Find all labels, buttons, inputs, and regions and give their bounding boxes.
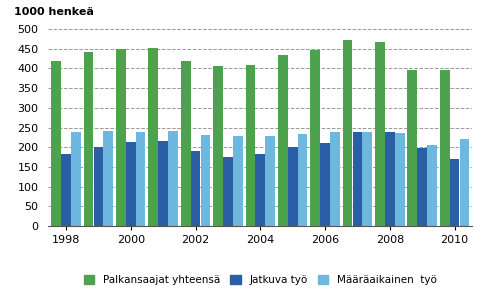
Bar [136,132,146,226]
Bar [310,50,320,226]
Bar [51,61,61,226]
Bar [213,66,223,226]
Bar [320,143,330,226]
Bar [288,146,297,226]
Text: 1000 henkeä: 1000 henkeä [14,7,94,17]
Bar [191,151,201,226]
Bar [265,136,275,226]
Bar [385,132,395,226]
Bar [278,55,288,226]
Bar [201,135,210,226]
Bar [181,61,190,226]
Bar [223,157,233,226]
Bar [84,52,94,226]
Bar [459,139,469,226]
Bar [104,131,113,226]
Bar [417,148,427,226]
Bar [427,145,437,226]
Bar [61,154,71,226]
Bar [330,132,340,226]
Bar [148,48,158,226]
Bar [245,65,255,226]
Bar [94,146,103,226]
Bar [71,132,81,226]
Bar [440,70,450,226]
Bar [343,40,352,226]
Bar [255,154,265,226]
Bar [450,159,459,226]
Bar [395,133,404,226]
Bar [168,131,178,226]
Bar [158,142,168,226]
Bar [362,132,372,226]
Bar [116,49,126,226]
Bar [407,70,417,226]
Legend: Palkansaajat yhteensä, Jatkuva työ, Määräaikainen  työ: Palkansaajat yhteensä, Jatkuva työ, Määr… [84,275,437,285]
Bar [352,132,362,226]
Bar [233,136,242,226]
Bar [375,42,385,226]
Bar [298,133,308,226]
Bar [126,142,135,226]
